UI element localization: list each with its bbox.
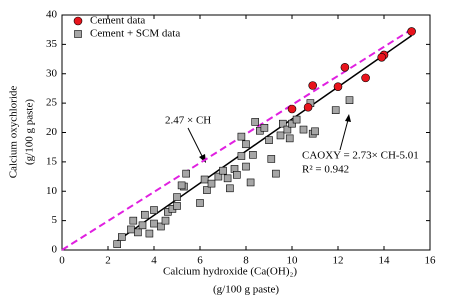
point <box>173 202 181 210</box>
x-tick-label: 0 <box>59 255 65 267</box>
y-tick-label: 10 <box>46 185 58 197</box>
x-tick-label: 12 <box>333 255 344 267</box>
point <box>207 179 216 188</box>
y-tick-label: 25 <box>46 97 58 109</box>
point <box>308 81 318 90</box>
y-tick-label: 30 <box>46 67 58 79</box>
annotation-arrowhead <box>345 114 351 122</box>
point <box>200 175 209 184</box>
point <box>288 119 296 128</box>
point <box>129 216 138 225</box>
point <box>361 73 370 83</box>
point <box>196 199 204 207</box>
point <box>377 52 387 62</box>
point <box>283 125 292 134</box>
point <box>340 62 350 72</box>
point <box>177 181 186 190</box>
legend-marker <box>74 30 82 38</box>
point <box>333 82 343 91</box>
point <box>299 125 308 134</box>
point <box>127 225 135 234</box>
point <box>219 166 227 175</box>
point <box>173 193 181 201</box>
point <box>161 216 170 225</box>
y-axis-label-unit: (g/100 g paste) <box>24 99 36 165</box>
point <box>272 169 280 178</box>
point <box>292 115 301 124</box>
x-axis-label-unit: (g/100 g paste) <box>213 284 279 296</box>
point <box>113 240 121 248</box>
annotation-arrow <box>187 127 204 159</box>
annotation-arrow <box>339 119 349 151</box>
plot-frame <box>61 14 431 251</box>
point <box>237 132 246 141</box>
point <box>260 124 269 132</box>
fit-line <box>61 28 413 251</box>
x-tick-label: 4 <box>151 255 157 267</box>
point <box>251 118 259 126</box>
point <box>345 96 354 104</box>
point <box>150 206 158 214</box>
point <box>303 102 313 112</box>
y-tick-label: 40 <box>46 9 58 21</box>
point <box>233 171 241 179</box>
point <box>267 155 276 163</box>
point <box>311 127 319 136</box>
annotation: R² = 0.942 <box>302 164 349 176</box>
point <box>223 174 232 183</box>
point <box>118 233 126 241</box>
point <box>203 186 211 194</box>
x-tick-label: 14 <box>379 255 391 267</box>
x-tick-label: 2 <box>105 255 111 267</box>
point <box>331 106 340 114</box>
point <box>214 172 223 181</box>
point <box>145 229 154 238</box>
point <box>237 152 246 160</box>
annotation: CAOXY = 2.73× CH-5.01 <box>302 150 419 162</box>
legend-label: Cement + SCM data <box>90 28 180 40</box>
x-tick-label: 6 <box>197 255 203 267</box>
point <box>249 151 257 159</box>
y-tick-label: 5 <box>52 214 58 226</box>
point <box>407 27 416 36</box>
point <box>287 104 297 114</box>
x-tick-label: 8 <box>243 255 249 267</box>
fit-line <box>116 35 413 242</box>
point <box>150 219 158 228</box>
point <box>242 162 250 171</box>
y-tick-label: 35 <box>46 38 58 50</box>
point <box>134 228 142 237</box>
point <box>157 222 165 231</box>
point <box>285 134 294 143</box>
annotation: 2.47 × CH <box>165 115 211 127</box>
y-tick-label: 0 <box>52 244 58 256</box>
point <box>246 178 255 187</box>
point <box>276 131 285 140</box>
x-axis-label: Calcium hydroxide (Ca(OH)₂) <box>163 266 297 278</box>
point <box>278 119 287 128</box>
point <box>182 169 190 178</box>
y-tick-label: 15 <box>46 155 58 167</box>
point <box>141 210 149 219</box>
legend-marker <box>73 16 83 26</box>
point <box>265 136 273 144</box>
point <box>242 140 250 149</box>
x-tick-label: 10 <box>287 255 299 267</box>
x-tick-label: 16 <box>425 255 437 267</box>
point <box>138 221 147 230</box>
y-axis-label: Calcium oxychloride <box>8 86 20 179</box>
legend-label: Cement data <box>90 15 145 27</box>
y-tick-label: 20 <box>46 126 58 138</box>
point <box>226 184 234 193</box>
